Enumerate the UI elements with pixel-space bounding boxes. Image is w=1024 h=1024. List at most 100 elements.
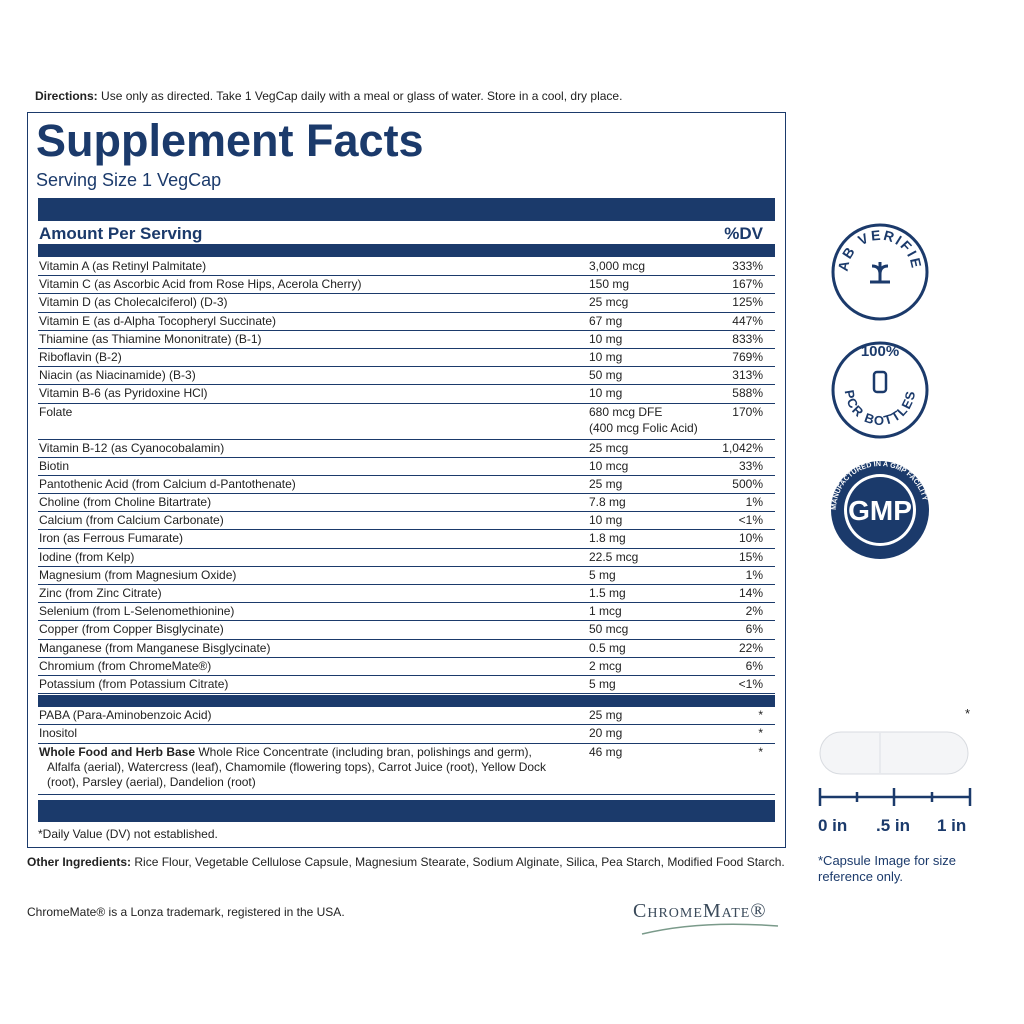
nutrient-amount: 5 mg <box>589 676 616 691</box>
directions-text: Use only as directed. Take 1 VegCap dail… <box>101 89 623 103</box>
nutrient-dv: * <box>758 744 763 759</box>
divider-bar <box>38 800 775 822</box>
nutrient-dv: 333% <box>732 259 763 273</box>
nutrient-amount: 25 mg <box>589 476 623 491</box>
nutrient-dv: 14% <box>738 586 763 600</box>
badge-text: LAB VERIFIED <box>800 200 925 272</box>
nutrient-name: Choline (from Choline Bitartrate) <box>39 495 212 510</box>
nutrient-row: Pantothenic Acid (from Calcium d-Pantoth… <box>38 476 775 495</box>
bottle-icon <box>872 370 888 394</box>
badge-column: LAB VERIFIED 100% PCR BOTTLES GMP MANUFA… <box>800 200 930 559</box>
nutrient-name: Inositol <box>39 726 78 741</box>
nutrient-amount: 25 mcg <box>589 295 629 310</box>
nutrient-dv: 6% <box>745 658 763 673</box>
nutrient-name: Whole Food and Herb Base Whole Rice Conc… <box>39 745 567 790</box>
footnote: *Daily Value (DV) not established. <box>38 827 218 841</box>
nutrient-amount: 0.5 mg <box>589 640 626 655</box>
nutrient-amount: 10 mg <box>589 386 623 401</box>
nutrient-amount: 10 mcg <box>589 458 629 473</box>
nutrient-amount: 10 mg <box>589 331 623 346</box>
nutrient-row: Chromium (from ChromeMate®) 2 mcg 6% <box>38 658 775 676</box>
nutrient-name: Vitamin C (as Ascorbic Acid from Rose Hi… <box>39 277 362 292</box>
nutrient-name: Pantothenic Acid (from Calcium d-Pantoth… <box>39 476 296 491</box>
nutrient-row: Vitamin B-6 (as Pyridoxine HCl) 10 mg 588% <box>38 385 775 404</box>
nutrient-name: Thiamine (as Thiamine Mononitrate) (B-1) <box>39 331 262 346</box>
amount-header: Amount Per Serving <box>39 224 203 243</box>
nutrient-dv: 588% <box>732 386 763 401</box>
facts-title: Supplement Facts <box>36 115 424 166</box>
nutrient-dv: 447% <box>732 313 763 328</box>
badge-ring <box>831 223 929 321</box>
nutrient-row: Iodine (from Kelp) 22.5 mcg 15% <box>38 549 775 567</box>
nutrient-dv: 1% <box>745 495 763 510</box>
directions: Directions: Use only as directed. Take 1… <box>35 89 622 103</box>
nutrient-name: Folate <box>39 404 73 419</box>
nutrient-name: Vitamin B-12 (as Cyanocobalamin) <box>39 440 225 455</box>
nutrient-group: Whole Food and Herb Base <box>39 744 196 759</box>
scale-label: 1 in <box>937 816 967 835</box>
facts-panel: Supplement Facts Serving Size 1 VegCap A… <box>27 112 786 848</box>
nutrient-row: Whole Food and Herb Base Whole Rice Conc… <box>38 744 775 795</box>
nutrient-amount: 10 mg <box>589 513 623 528</box>
nutrient-amount: 1.5 mg <box>589 586 626 600</box>
nutrient-dv: 313% <box>732 368 763 383</box>
nutrient-name: Potassium (from Potassium Citrate) <box>39 676 229 691</box>
nutrient-name: Vitamin A (as Retinyl Palmitate) <box>39 259 207 273</box>
nutrient-amount: 5 mg <box>589 567 616 582</box>
nutrient-row: Thiamine (as Thiamine Mononitrate) (B-1)… <box>38 331 775 349</box>
nutrient-name: Vitamin B-6 (as Pyridoxine HCl) <box>39 386 208 401</box>
nutrient-dv: * <box>758 708 763 723</box>
nutrient-row: Folate 680 mcg DFE (400 mcg Folic Acid) 170… <box>38 404 775 440</box>
gmp-core <box>847 477 913 543</box>
nutrient-dv: 167% <box>732 277 763 292</box>
gmp-text: GMP <box>848 495 912 526</box>
divider-bar <box>38 695 775 708</box>
nutrient-name: Vitamin E (as d-Alpha Tocopheryl Succina… <box>39 313 277 328</box>
nutrient-dv: 170% <box>732 404 763 419</box>
nutrient-name: Zinc (from Zinc Citrate) <box>39 586 162 600</box>
nutrient-name: Iodine (from Kelp) <box>39 549 135 564</box>
nutrient-row: Riboflavin (B-2) 10 mg 769% <box>38 349 775 368</box>
scale-label: .5 in <box>876 816 911 835</box>
nutrient-row: Copper (from Copper Bisglycinate) 50 mcg 6… <box>38 621 775 640</box>
pcr-percent: 100% <box>861 343 899 360</box>
nutrient-dv: 125% <box>732 295 763 310</box>
other-ingredients-label: Other Ingredients: <box>27 855 132 869</box>
nutrient-row: Niacin (as Niacinamide) (B-3) 50 mg 313% <box>38 367 775 386</box>
scale-label: 0 in <box>818 816 848 835</box>
nutrient-row: Biotin 10 mcg 33% <box>38 458 775 476</box>
divider-bar <box>38 244 775 257</box>
plant-icon <box>870 262 890 284</box>
nutrient-name: Magnesium (from Magnesium Oxide) <box>39 567 237 582</box>
capsule-note: *Capsule Image for size reference only. <box>818 853 957 884</box>
nutrient-name: Biotin <box>39 458 70 473</box>
nutrient-amount: 1.8 mg <box>589 531 626 546</box>
nutrient-name: Vitamin D (as Cholecalciferol) (D-3) <box>39 295 228 310</box>
nutrient-row: Vitamin C (as Ascorbic Acid from Rose Hi… <box>38 276 775 295</box>
other-ingredients: Other Ingredients: Rice Flour, Vegetable… <box>27 854 787 870</box>
nutrient-amount: 680 mcg DFE <box>589 404 663 419</box>
nutrient-dv: 10% <box>738 531 763 546</box>
nutrient-name: PABA (Para-Aminobenzoic Acid) <box>39 708 212 723</box>
nutrient-amount: 150 mg <box>589 277 630 292</box>
badge-text: PCR BOTTLES <box>842 389 919 428</box>
capsule-figure <box>818 731 972 806</box>
nutrient-dv: <1% <box>738 513 763 528</box>
nutrient-dv: 15% <box>738 549 763 564</box>
nutrient-row: Zinc (from Zinc Citrate) 1.5 mg 14% <box>38 585 775 604</box>
nutrient-dv: 769% <box>732 349 763 364</box>
nutrient-amount: 3,000 mcg <box>589 259 646 273</box>
nutrient-amount: 10 mg <box>589 349 623 364</box>
nutrient-name: Copper (from Copper Bisglycinate) <box>39 622 224 637</box>
trademark: ChromeMate® is a Lonza trademark, regist… <box>27 905 345 919</box>
dv-header: %DV <box>724 224 763 243</box>
nutrient-dv: <1% <box>738 676 763 691</box>
nutrient-amount-note: (400 mcg Folic Acid) <box>589 420 698 435</box>
nutrient-row: Magnesium (from Magnesium Oxide) 5 mg 1% <box>38 567 775 585</box>
nutrient-row: Vitamin E (as d-Alpha Tocopheryl Succina… <box>38 313 775 331</box>
nutrient-dv: 500% <box>732 476 763 491</box>
nutrient-dv: 833% <box>732 331 763 346</box>
capsule <box>819 731 969 775</box>
nutrient-amount: 46 mg <box>589 744 623 759</box>
